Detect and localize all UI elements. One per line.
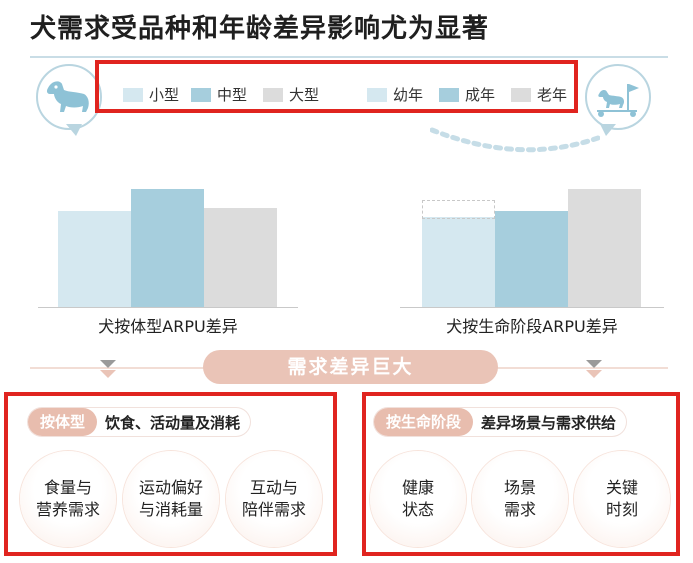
need-circle: 健康 状态 bbox=[370, 451, 466, 547]
legend-label: 小型 bbox=[149, 86, 180, 104]
need-line: 时刻 bbox=[605, 500, 638, 519]
down-arrow-icon bbox=[100, 360, 116, 368]
title-divider bbox=[30, 56, 668, 58]
dog-agility-icon bbox=[597, 84, 639, 117]
legend-label: 中型 bbox=[217, 86, 248, 104]
panel-heading: 饮食、活动量及消耗 bbox=[105, 413, 241, 432]
legend-item-senior: 老年 bbox=[511, 84, 567, 105]
chart-baseline bbox=[400, 307, 664, 308]
legend-label: 幼年 bbox=[393, 86, 424, 104]
need-line: 关键 bbox=[605, 478, 638, 497]
down-arrow-icon bbox=[100, 370, 116, 378]
panel-heading: 差异场景与需求供给 bbox=[481, 413, 617, 432]
chart-xlabel: 犬按生命阶段ARPU差异 bbox=[446, 317, 618, 336]
legend-item-medium: 中型 bbox=[191, 84, 247, 105]
legend-item-young: 幼年 bbox=[367, 84, 423, 105]
panel-tag: 按生命阶段 bbox=[374, 408, 474, 436]
need-circle: 运动偏好 与消耗量 bbox=[123, 451, 219, 547]
need-line: 与消耗量 bbox=[138, 500, 203, 519]
panel-by-size: 按体型 饮食、活动量及消耗 食量与营养需求 运动偏好与消耗量 互动与陪伴需求 bbox=[4, 392, 337, 556]
panel-tag: 按体型 bbox=[28, 408, 98, 436]
legend-item-small: 小型 bbox=[123, 84, 179, 105]
need-circle: 互动与 陪伴需求 bbox=[226, 451, 322, 547]
legend-swatch bbox=[439, 87, 459, 102]
legend-label: 老年 bbox=[537, 86, 568, 104]
bubble-tail-left bbox=[66, 124, 82, 136]
legend-label: 成年 bbox=[465, 86, 496, 104]
panel-header: 按生命阶段 差异场景与需求供给 bbox=[374, 408, 627, 436]
need-line: 场景 bbox=[503, 478, 536, 497]
demand-difference-banner: 需求差异巨大 bbox=[203, 350, 498, 384]
down-arrow-icon bbox=[586, 360, 602, 368]
bar-幼年 bbox=[422, 217, 495, 307]
dog-agility-icon-bubble bbox=[585, 64, 651, 130]
need-line: 陪伴需求 bbox=[241, 500, 306, 519]
need-line: 互动与 bbox=[249, 478, 298, 497]
panel-by-life-stage: 按生命阶段 差异场景与需求供给 健康状态 场景需求 关键时刻 bbox=[362, 392, 680, 556]
need-circle: 关键 时刻 bbox=[574, 451, 670, 547]
ghost-bar-outline bbox=[422, 200, 495, 219]
chart-baseline bbox=[38, 307, 298, 308]
need-line: 需求 bbox=[503, 500, 536, 519]
need-line: 营养需求 bbox=[35, 500, 100, 519]
legend: 小型 中型 大型 幼年 成年 老年 bbox=[95, 60, 578, 113]
chart-xlabel: 犬按体型ARPU差异 bbox=[98, 317, 238, 336]
chart-lifestage-arpu bbox=[422, 147, 643, 307]
legend-item-large: 大型 bbox=[263, 84, 319, 105]
dotted-arc bbox=[430, 127, 600, 153]
need-line: 运动偏好 bbox=[138, 478, 203, 497]
bar-大型 bbox=[204, 208, 277, 307]
need-circle: 食量与 营养需求 bbox=[20, 451, 116, 547]
bar-老年 bbox=[568, 189, 641, 307]
chart-size-arpu bbox=[58, 147, 279, 307]
legend-swatch bbox=[511, 87, 531, 102]
bar-成年 bbox=[495, 211, 568, 307]
legend-swatch bbox=[367, 87, 387, 102]
panel-header: 按体型 饮食、活动量及消耗 bbox=[28, 408, 251, 436]
bar-小型 bbox=[58, 211, 131, 307]
legend-swatch bbox=[191, 87, 211, 102]
page-title: 犬需求受品种和年龄差异影响尤为显著 bbox=[30, 14, 490, 44]
bar-中型 bbox=[131, 189, 204, 307]
need-line: 食量与 bbox=[43, 478, 92, 497]
legend-swatch bbox=[123, 87, 143, 102]
down-arrow-icon bbox=[586, 370, 602, 378]
legend-label: 大型 bbox=[289, 86, 320, 104]
legend-item-adult: 成年 bbox=[439, 84, 495, 105]
bubble-tail-right bbox=[600, 124, 616, 136]
dog-icon-bubble bbox=[36, 64, 102, 130]
dog-icon bbox=[46, 81, 89, 112]
legend-swatch bbox=[263, 87, 283, 102]
need-line: 状态 bbox=[401, 500, 434, 519]
need-circle: 场景 需求 bbox=[472, 451, 568, 547]
need-line: 健康 bbox=[401, 478, 434, 497]
